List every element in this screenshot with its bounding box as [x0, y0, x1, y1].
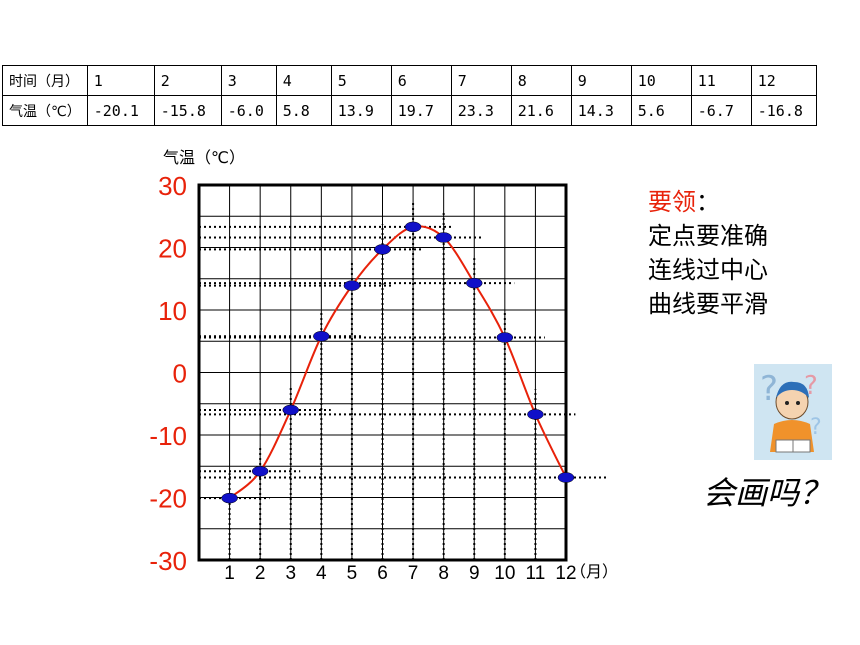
temp-cell: 5.6: [630, 95, 692, 126]
temp-row: 气温（℃） -20.1 -15.8 -6.0 5.8 13.9 19.7 23.…: [2, 95, 817, 126]
temp-cell: -6.0: [220, 95, 277, 126]
data-table: 时间（月） 1 2 3 4 5 6 7 8 9 10 11 12 气温（℃） -…: [2, 65, 817, 126]
thinking-child-icon: ? ? ?: [754, 364, 832, 460]
svg-text:?: ?: [810, 415, 822, 440]
temp-cell: 19.7: [390, 95, 452, 126]
notes-line: 连线过中心: [648, 256, 768, 284]
x-axis-label: （月）: [570, 562, 618, 581]
x-tick-label: 2: [255, 563, 266, 584]
x-tick-label: 9: [469, 563, 480, 584]
data-point: [404, 221, 422, 233]
notes-line: 定点要准确: [648, 222, 768, 250]
temp-cell: 14.3: [570, 95, 632, 126]
temp-cell: -15.8: [153, 95, 222, 126]
x-tick-label: 5: [347, 563, 358, 584]
y-tick-label: -30: [149, 546, 187, 576]
x-tick-label: 12: [555, 563, 576, 584]
temp-cell: 23.3: [450, 95, 512, 126]
notes-panel: 要领： 定点要准确 连线过中心 曲线要平滑: [648, 185, 768, 321]
svg-text:?: ?: [760, 369, 778, 409]
month-cell: 11: [690, 65, 752, 96]
data-point: [496, 332, 514, 343]
x-tick-label: 11: [526, 563, 546, 584]
data-point: [313, 331, 330, 342]
y-tick-label: 30: [158, 171, 187, 201]
y-tick-label: 20: [158, 234, 187, 264]
y-tick-label: 10: [158, 296, 187, 326]
temp-cell: 21.6: [510, 95, 572, 126]
month-cell: 4: [275, 65, 332, 96]
data-point: [343, 280, 361, 291]
data-point: [251, 466, 269, 477]
x-tick-label: 3: [285, 563, 296, 584]
temp-cell: -16.8: [750, 95, 817, 126]
notes-title: 要领: [648, 188, 696, 216]
x-tick-label: 8: [438, 563, 449, 584]
data-point: [435, 232, 452, 243]
y-tick-label: -20: [149, 484, 187, 514]
month-cell: 12: [750, 65, 817, 96]
x-tick-label: 10: [494, 563, 515, 584]
month-header: 时间（月）: [2, 65, 88, 96]
data-point: [282, 404, 299, 416]
data-point: [466, 277, 483, 289]
month-cell: 1: [86, 65, 155, 96]
temp-cell: 5.8: [275, 95, 332, 126]
question-text: 会画吗？: [703, 474, 832, 512]
x-tick-label: 4: [316, 563, 327, 584]
data-point: [374, 244, 391, 255]
month-cell: 5: [330, 65, 392, 96]
x-tick-label: 6: [377, 563, 388, 584]
x-tick-label: 7: [408, 563, 419, 584]
notes-line: 曲线要平滑: [648, 290, 768, 318]
notes-colon: ：: [696, 188, 720, 216]
month-cell: 10: [630, 65, 692, 96]
data-point: [527, 409, 544, 420]
month-cell: 9: [570, 65, 632, 96]
y-tick-label: 0: [173, 359, 187, 389]
y-axis-label: 气温（℃）: [163, 148, 245, 167]
temp-header: 气温（℃）: [2, 95, 88, 126]
month-row: 时间（月） 1 2 3 4 5 6 7 8 9 10 11 12: [2, 65, 817, 96]
data-point: [221, 492, 238, 504]
series-line: [228, 225, 567, 499]
temp-cell: 13.9: [330, 95, 392, 126]
data-point: [557, 472, 575, 483]
y-tick-label: -10: [149, 421, 187, 451]
x-tick-label: 1: [224, 563, 235, 584]
